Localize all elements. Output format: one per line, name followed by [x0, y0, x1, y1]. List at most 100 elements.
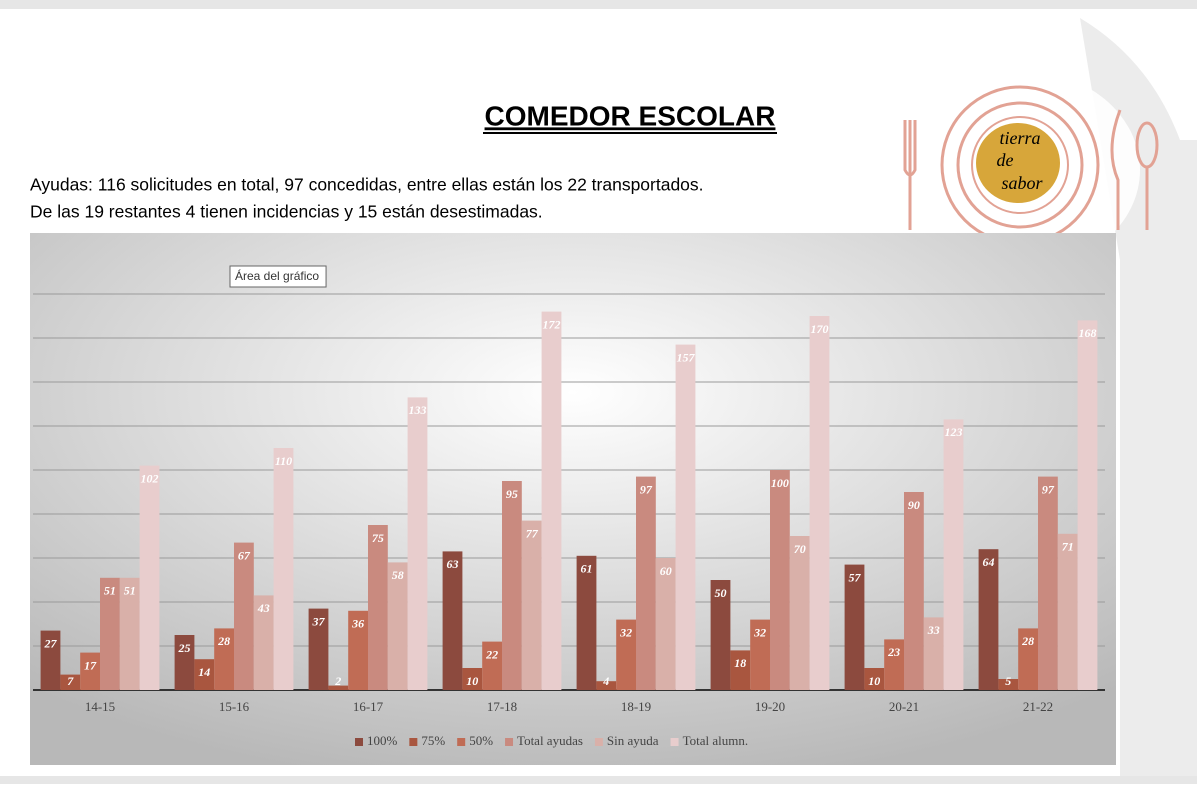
logo-text: sabor [1001, 173, 1043, 193]
logo-text: tierra [999, 128, 1040, 148]
bar [730, 650, 751, 690]
bar [770, 470, 790, 690]
value-label: 172 [543, 317, 561, 331]
tooltip: Área del gráfico [235, 268, 319, 283]
value-label: 27 [44, 636, 58, 650]
bar [998, 679, 1019, 690]
legend-label: 75% [421, 733, 445, 748]
value-label: 102 [141, 471, 159, 485]
bar [1077, 320, 1098, 690]
value-label: 95 [506, 487, 518, 501]
top-bar [0, 0, 1197, 9]
x-tick-label: 21-22 [1023, 699, 1053, 714]
bar [809, 316, 830, 690]
bar [864, 668, 885, 690]
value-label: 25 [178, 641, 191, 655]
value-label: 51 [124, 584, 136, 598]
bar [1018, 628, 1038, 690]
bar [482, 641, 502, 690]
info-line: De las 19 restantes 4 tienen incidencias… [30, 202, 543, 222]
bar [636, 476, 656, 690]
bar [194, 659, 215, 690]
value-label: 4 [602, 674, 609, 688]
value-label: 2 [334, 674, 341, 688]
value-label: 97 [640, 482, 653, 496]
x-tick-label: 16-17 [353, 699, 384, 714]
value-label: 37 [312, 614, 326, 628]
bar [308, 608, 329, 690]
x-tick-label: 19-20 [755, 699, 785, 714]
value-label: 51 [104, 584, 116, 598]
value-label: 28 [217, 634, 230, 648]
bar [596, 681, 617, 690]
value-label: 18 [734, 656, 746, 670]
bar [655, 558, 676, 690]
x-tick-label: 15-16 [219, 699, 250, 714]
legend-swatch [409, 738, 418, 746]
bar [80, 652, 100, 690]
bar [675, 344, 696, 690]
bar [462, 668, 483, 690]
bar [174, 635, 195, 690]
side-decoration [1080, 18, 1197, 776]
value-label: 32 [753, 625, 766, 639]
value-label: 10 [868, 674, 880, 688]
x-tick-label: 17-18 [487, 699, 517, 714]
tooltip-box [229, 265, 327, 288]
bar [387, 562, 408, 690]
legend-label: 50% [469, 733, 493, 748]
x-tick-label: 20-21 [889, 699, 919, 714]
legend-swatch [355, 738, 363, 746]
knife [1110, 109, 1122, 230]
value-label: 28 [1021, 634, 1034, 648]
value-label: 70 [794, 542, 806, 556]
value-label: 157 [677, 350, 696, 364]
bar [442, 551, 463, 690]
legend-label: Total ayudas [517, 733, 583, 748]
bar [273, 448, 294, 690]
info-line: Ayudas: 116 solicitudes en total, 97 con… [30, 175, 704, 195]
bar [710, 580, 731, 690]
bar [904, 492, 924, 690]
bar [328, 685, 349, 690]
legend-label: Sin ayuda [607, 733, 659, 748]
value-label: 58 [392, 568, 404, 582]
title: COMEDOR ESCOLAR [485, 100, 776, 131]
value-label: 75 [372, 531, 384, 545]
plate [971, 116, 1069, 214]
value-label: 5 [1005, 674, 1011, 688]
value-label: 23 [887, 645, 900, 659]
value-label: 7 [67, 674, 74, 688]
bar [943, 419, 964, 690]
bar [1057, 533, 1078, 690]
bar [214, 628, 234, 690]
value-label: 71 [1062, 540, 1074, 554]
bar [789, 536, 810, 690]
bar [521, 520, 542, 690]
bar [884, 639, 904, 690]
bar [1038, 476, 1058, 690]
value-label: 36 [351, 617, 364, 631]
bar [100, 577, 120, 690]
value-label: 17 [84, 658, 97, 672]
value-label: 67 [238, 548, 251, 562]
bottom-bar [0, 776, 1197, 784]
logo-blob [976, 123, 1060, 203]
value-label: 64 [983, 555, 995, 569]
logo: tierra de sabor [900, 70, 1159, 270]
bar [502, 481, 522, 690]
legend-label: Total alumn. [683, 733, 749, 748]
legend-swatch [457, 738, 466, 746]
fork [903, 120, 917, 230]
x-tick-label: 14-15 [85, 699, 115, 714]
bar [978, 549, 999, 690]
bar [40, 630, 61, 690]
value-label: 90 [908, 498, 920, 512]
bar [923, 617, 944, 690]
value-label: 61 [581, 562, 593, 576]
bar [253, 595, 274, 690]
value-label: 170 [811, 322, 829, 336]
bar [616, 619, 636, 690]
